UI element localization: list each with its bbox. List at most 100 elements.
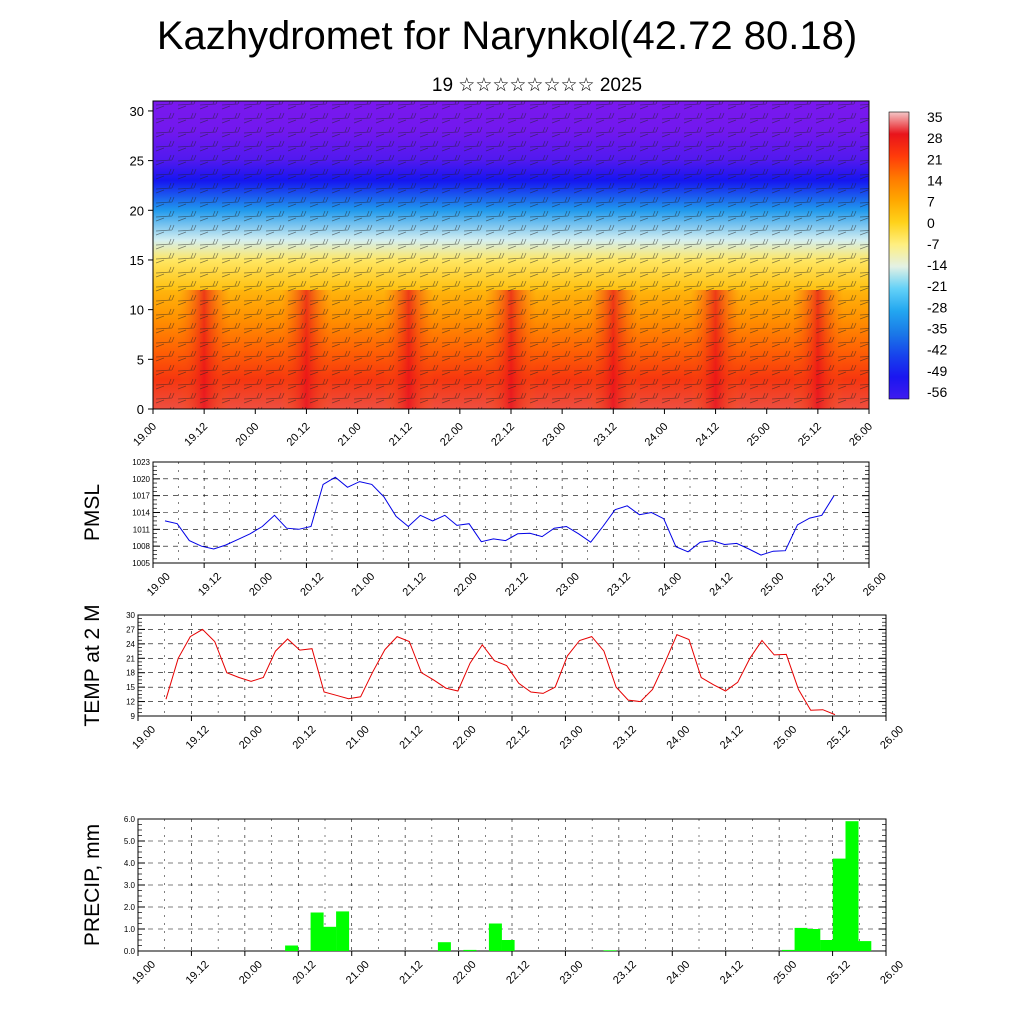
y-tick-label: 5.0 — [124, 837, 136, 846]
y-tick-label: 0.0 — [124, 947, 136, 956]
y-tick-label: 1020 — [132, 475, 150, 484]
x-tick-label: 20.12 — [290, 724, 318, 752]
panel-frame — [152, 461, 870, 564]
x-tick-label: 26.00 — [878, 959, 906, 987]
y-tick-label: 4.0 — [124, 859, 136, 868]
heatmap-x-tick-label: 20.00 — [233, 421, 261, 449]
precip-bar — [820, 940, 834, 951]
y-tick-label: 3.0 — [124, 881, 136, 890]
heatmap-y-tick-label: 15 — [130, 253, 144, 268]
x-tick-label: 22.12 — [504, 724, 532, 752]
x-tick-label: 22.12 — [503, 571, 531, 599]
pmsl-panel: 1005 1008 1011 1014 1017 1020 1023 19.00 19.12 20… — [81, 458, 889, 599]
heatmap-x-tick-label: 21.12 — [387, 421, 415, 449]
colorbar-label: 35 — [927, 109, 943, 125]
colorbar: 35 28 21 14 7 0 -7 -14 -21 -28 -35 -42 -49 -56 — [888, 109, 947, 400]
temp-2m-line — [165, 628, 836, 716]
x-tick-label: 21.00 — [344, 959, 372, 987]
heatmap-y-tick-label: 0 — [137, 402, 144, 417]
heatmap-x-axis: 19.00 19.12 20.00 20.12 21.00 21.12 22.00 22.12… — [131, 409, 875, 449]
heatmap-x-tick-label: 25.12 — [796, 421, 824, 449]
x-tick-label: 26.00 — [861, 571, 889, 599]
x-tick-label: 25.00 — [759, 571, 787, 599]
heatmap-y-tick-label: 20 — [130, 203, 144, 218]
colorbar-label: 7 — [927, 194, 935, 210]
x-tick-label: 19.12 — [196, 571, 224, 599]
x-tick-label: 23.12 — [611, 959, 639, 987]
chart-title: Kazhydromet for Narynkol(42.72 80.18) — [156, 14, 858, 58]
x-tick-label: 21.00 — [349, 571, 377, 599]
x-tick-label: 26.00 — [878, 724, 906, 752]
precip-bar — [832, 858, 846, 951]
precip-bar — [845, 821, 859, 951]
precip-bar — [603, 950, 617, 951]
x-tick-label: 22.12 — [504, 959, 532, 987]
y-tick-label: 21 — [126, 654, 135, 663]
x-tick-label: 21.12 — [401, 571, 429, 599]
x-tick-label: 22.00 — [451, 959, 479, 987]
precip-bar — [463, 949, 477, 951]
x-tick-label: 21.12 — [397, 959, 425, 987]
x-tick-label: 20.12 — [290, 959, 318, 987]
precip-bar — [501, 940, 515, 951]
temp-2m-panel: 9 12 15 18 21 24 27 30 19.00 19.12 20.00 20.12 21.00… — [81, 604, 906, 751]
x-tick-label: 21.00 — [344, 724, 372, 752]
x-tick-label: 23.12 — [611, 724, 639, 752]
colorbar-labels: 35 28 21 14 7 0 -7 -14 -21 -28 -35 -42 -49 -56 — [927, 109, 947, 400]
heatmap-x-tick-label: 22.00 — [438, 421, 466, 449]
y-tick-label: 1005 — [132, 559, 150, 568]
colorbar-label: -28 — [927, 299, 947, 315]
y-tick-label: 1014 — [132, 509, 150, 518]
x-tick-label: 20.00 — [237, 724, 265, 752]
precip-bar — [323, 926, 337, 951]
x-tick-label: 24.00 — [664, 724, 692, 752]
heatmap-frame — [152, 100, 870, 410]
x-tick-label: 22.00 — [451, 724, 479, 752]
heatmap-x-tick-label: 23.12 — [591, 421, 619, 449]
colorbar-label: -35 — [927, 321, 947, 337]
heatmap-x-tick-label: 24.12 — [694, 421, 722, 449]
colorbar-label: 21 — [927, 151, 943, 167]
precip-bar — [781, 949, 795, 951]
heatmap-x-tick-label: 24.00 — [643, 421, 671, 449]
x-tick-label: 25.12 — [825, 959, 853, 987]
colorbar-label: -49 — [927, 363, 947, 379]
heatmap-x-tick-label: 23.00 — [540, 421, 568, 449]
x-tick-label: 23.00 — [554, 571, 582, 599]
x-tick-label: 19.00 — [145, 571, 173, 599]
precip-bar — [858, 941, 872, 951]
x-tick-label: 22.00 — [452, 571, 480, 599]
y-tick-label: 1011 — [133, 525, 151, 534]
x-tick-label: 21.12 — [397, 724, 425, 752]
precip-bar — [807, 929, 821, 951]
heatmap-x-tick-label: 21.00 — [336, 421, 364, 449]
heatmap-x-tick-label: 19.12 — [182, 421, 210, 449]
precip-bar — [488, 923, 502, 951]
x-tick-label: 23.00 — [558, 724, 586, 752]
y-tick-label: 6.0 — [124, 815, 136, 824]
x-tick-label: 23.12 — [605, 571, 633, 599]
colorbar-label: -56 — [927, 384, 947, 400]
y-axis-label: PRECIP, mm — [81, 824, 104, 946]
precip-bar — [437, 942, 451, 951]
precip-panel: 0.0 1.0 2.0 3.0 4.0 5.0 6.0 19.00 19.12 20.00 20.1… — [81, 815, 906, 987]
x-tick-label: 24.12 — [707, 571, 735, 599]
precip-bar — [336, 911, 350, 951]
colorbar-label: 14 — [927, 172, 943, 188]
heatmap-x-tick-label: 20.12 — [285, 421, 313, 449]
colorbar-label: 28 — [927, 130, 943, 146]
x-tick-label: 24.12 — [718, 724, 746, 752]
y-tick-label: 2.0 — [124, 903, 136, 912]
heatmap-x-tick-label: 19.00 — [131, 421, 159, 449]
heatmap-x-tick-label: 22.12 — [489, 421, 517, 449]
y-tick-label: 18 — [126, 669, 135, 678]
y-tick-label: 27 — [126, 625, 135, 634]
x-tick-label: 20.00 — [247, 571, 275, 599]
y-tick-label: 24 — [126, 640, 135, 649]
precip-bar — [285, 945, 299, 951]
x-tick-label: 19.00 — [130, 724, 158, 752]
y-tick-label: 15 — [126, 683, 135, 692]
heatmap-y-tick-label: 30 — [130, 104, 144, 119]
chart-subtitle: 19 ☆☆☆☆☆☆☆☆ 2025 — [431, 75, 643, 96]
